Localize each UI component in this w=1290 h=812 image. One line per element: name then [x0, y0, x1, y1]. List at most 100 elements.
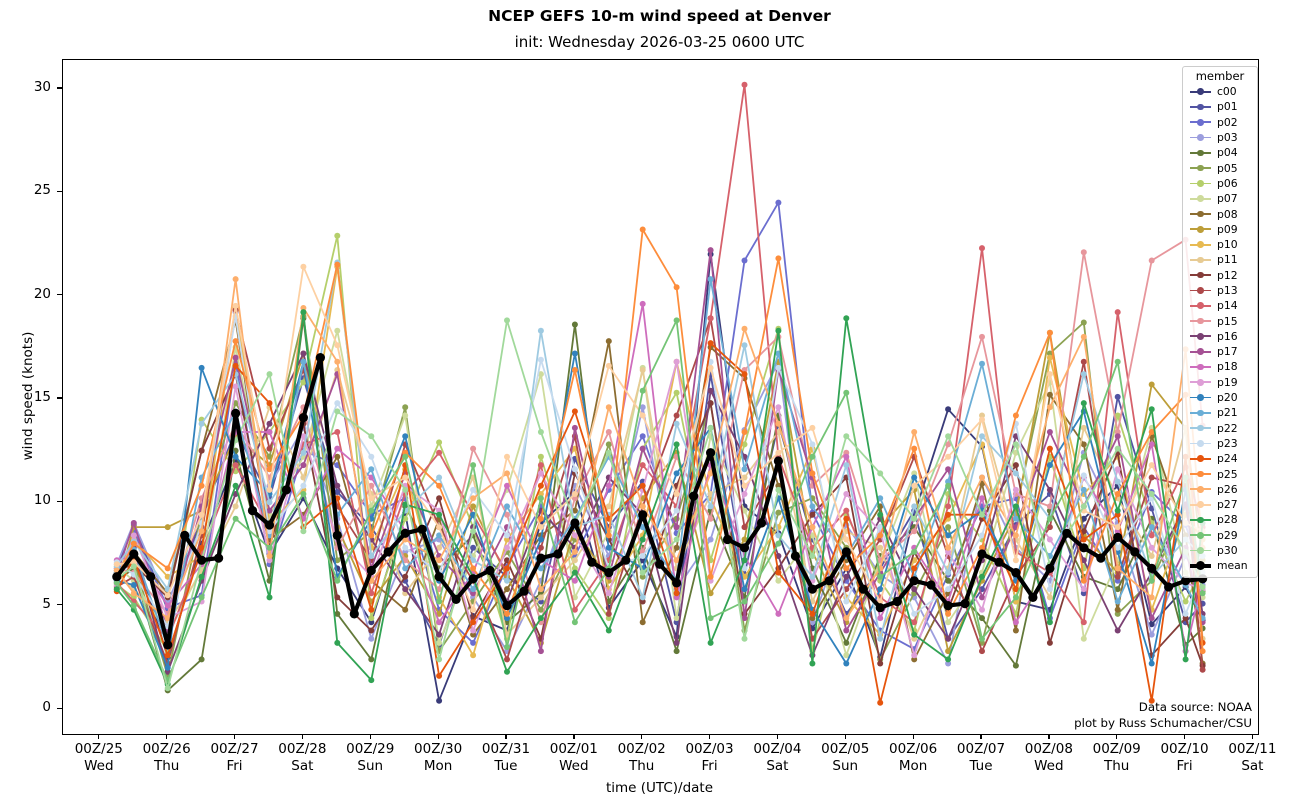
- legend-line-marker-p07: [1190, 194, 1211, 203]
- x-tick-label-00Z-29: 00Z/29 Sun: [346, 741, 395, 774]
- legend-item-p29: p29: [1183, 528, 1257, 543]
- legend-item-p21: p21: [1183, 405, 1257, 420]
- legend-item-p23: p23: [1183, 436, 1257, 451]
- legend-label-p14: p14: [1217, 299, 1238, 313]
- x-tick-label-00Z-07: 00Z/07 Tue: [956, 741, 1006, 774]
- legend-line-marker-p21: [1190, 408, 1211, 417]
- legend-item-p25: p25: [1183, 466, 1257, 481]
- legend-line-marker-p19: [1190, 378, 1211, 387]
- x-tick-label-00Z-03: 00Z/03 Fri: [685, 741, 734, 774]
- ensemble-spaghetti-chart: [112, 81, 1208, 706]
- legend-item-p08: p08: [1183, 206, 1257, 221]
- legend-label-p21: p21: [1217, 406, 1238, 420]
- legend-label-p11: p11: [1217, 253, 1238, 267]
- legend-item-p20: p20: [1183, 390, 1257, 405]
- legend-label-p25: p25: [1217, 467, 1238, 481]
- x-tick-mark-00Z-06: [912, 734, 914, 739]
- legend-label-p07: p07: [1217, 192, 1238, 206]
- x-tick-mark-00Z-29: [369, 734, 371, 739]
- y-tick-mark-5: [57, 604, 62, 606]
- legend-line-marker-p06: [1190, 179, 1211, 188]
- x-tick-label-00Z-05: 00Z/05 Sun: [821, 741, 870, 774]
- legend-line-marker-p05: [1190, 164, 1211, 173]
- x-tick-mark-00Z-31: [505, 734, 507, 739]
- legend-line-marker-p25: [1190, 470, 1211, 479]
- legend-line-marker-p09: [1190, 225, 1211, 234]
- x-tick-label-00Z-30: 00Z/30 Mon: [414, 741, 463, 774]
- x-tick-mark-00Z-28: [301, 734, 304, 739]
- legend-line-marker-p13: [1190, 286, 1211, 295]
- legend-line-marker-p14: [1190, 301, 1211, 310]
- legend-label-p24: p24: [1217, 452, 1238, 466]
- x-tick-mark-00Z-02: [641, 734, 643, 739]
- x-tick-mark-00Z-10: [1184, 734, 1186, 739]
- legend-item-p13: p13: [1183, 283, 1257, 298]
- data-source-annotation: Data source: NOAA plot by Russ Schumache…: [1074, 700, 1252, 731]
- x-tick-label-00Z-26: 00Z/26 Thu: [142, 741, 191, 774]
- legend-label-p03: p03: [1217, 131, 1238, 145]
- legend-line-marker-p03: [1190, 133, 1211, 142]
- legend-line-marker-p01: [1190, 102, 1211, 111]
- x-tick-label-00Z-10: 00Z/10 Fri: [1160, 741, 1209, 774]
- legend-item-p17: p17: [1183, 344, 1257, 359]
- member-line-p30: [113, 317, 1206, 692]
- legend-item-p07: p07: [1183, 191, 1257, 206]
- legend-line-marker-p30: [1190, 546, 1211, 555]
- y-tick-mark-30: [57, 87, 62, 89]
- x-tick-label-00Z-02: 00Z/02 Thu: [617, 741, 666, 774]
- legend-line-marker-p08: [1190, 210, 1211, 219]
- legend-label-p10: p10: [1217, 238, 1238, 252]
- legend-item-p26: p26: [1183, 482, 1257, 497]
- legend-line-marker-p17: [1190, 347, 1211, 356]
- init-subtitle: init: Wednesday 2026-03-25 0600 UTC: [514, 33, 805, 51]
- legend-item-p18: p18: [1183, 359, 1257, 374]
- x-tick-mark-00Z-26: [166, 734, 168, 739]
- x-tick-mark-00Z-25: [98, 734, 100, 739]
- legend-item-p03: p03: [1183, 130, 1257, 145]
- y-tick-mark-0: [57, 707, 62, 709]
- legend-label-p23: p23: [1217, 436, 1238, 450]
- y-tick-label-10: 10: [33, 492, 51, 509]
- x-axis-label: time (UTC)/date: [605, 780, 714, 796]
- x-tick-mark-00Z-30: [437, 734, 439, 739]
- legend-label-p17: p17: [1217, 345, 1238, 359]
- legend-line-marker-p29: [1190, 531, 1211, 540]
- y-tick-mark-10: [57, 500, 62, 502]
- legend-item-p28: p28: [1183, 512, 1257, 527]
- plot-area: member c00 p01 p02 p03 p04 p05 p06 p07 p08 p09 p10…: [62, 59, 1259, 735]
- legend-item-p06: p06: [1183, 176, 1257, 191]
- legend-item-p16: p16: [1183, 329, 1257, 344]
- legend-line-marker-p15: [1190, 317, 1211, 326]
- legend-label-p06: p06: [1217, 176, 1238, 190]
- x-tick-label-00Z-27: 00Z/27 Fri: [210, 741, 259, 774]
- legend-line-marker-p20: [1190, 393, 1211, 402]
- credit-line: plot by Russ Schumacher/CSU: [1074, 715, 1252, 730]
- x-tick-label-00Z-04: 00Z/04 Sat: [753, 741, 802, 774]
- legend-label-p28: p28: [1217, 513, 1238, 527]
- y-tick-label-0: 0: [42, 699, 51, 715]
- legend-line-marker-p27: [1190, 500, 1211, 509]
- legend-label-p27: p27: [1217, 498, 1238, 512]
- legend-item-p09: p09: [1183, 222, 1257, 237]
- y-tick-label-20: 20: [33, 285, 51, 302]
- y-tick-label-30: 30: [33, 78, 51, 95]
- x-tick-label-00Z-08: 00Z/08 Wed: [1024, 741, 1073, 774]
- page-title: NCEP GEFS 10-m wind speed at Denver: [488, 7, 831, 25]
- legend-label-p18: p18: [1217, 360, 1238, 374]
- legend-item-p27: p27: [1183, 497, 1257, 512]
- legend-item-c00: c00: [1183, 84, 1257, 99]
- legend-line-marker-p16: [1190, 332, 1211, 341]
- x-tick-label-00Z-01: 00Z/01 Wed: [549, 741, 598, 774]
- x-tick-mark-00Z-09: [1116, 734, 1118, 739]
- legend-line-marker-p22: [1190, 424, 1211, 433]
- legend-item-p02: p02: [1183, 115, 1257, 130]
- mean-line: [112, 353, 1208, 650]
- legend-line-marker-mean: [1190, 561, 1211, 571]
- y-tick-mark-25: [57, 190, 62, 192]
- legend-item-p01: p01: [1183, 99, 1257, 114]
- legend-line-marker-p11: [1190, 255, 1211, 264]
- legend-label-p04: p04: [1217, 146, 1238, 160]
- x-tick-label-00Z-11: 00Z/11 Sat: [1228, 741, 1277, 774]
- legend-item-mean: mean: [1183, 558, 1257, 573]
- legend-item-p22: p22: [1183, 421, 1257, 436]
